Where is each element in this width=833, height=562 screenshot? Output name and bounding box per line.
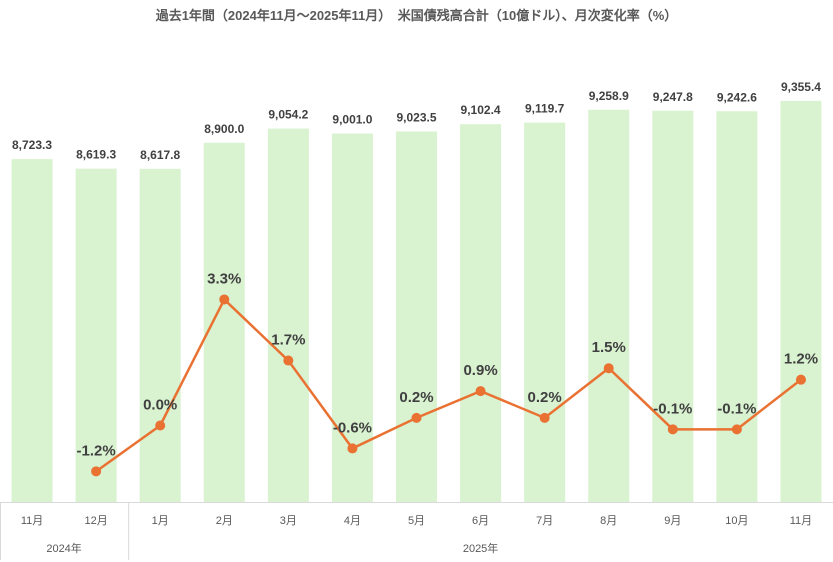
point-value-label: 1.7% — [271, 332, 305, 349]
line-point — [475, 386, 486, 397]
point-value-label: 0.0% — [143, 397, 177, 414]
line-point — [411, 412, 422, 423]
bar — [267, 128, 309, 502]
line-point — [155, 420, 166, 431]
line-point — [539, 412, 550, 423]
bar-value-label: 8,723.3 — [12, 138, 52, 152]
bar — [460, 124, 502, 503]
bar — [203, 142, 245, 502]
year-label: 2025年 — [463, 541, 498, 555]
bar-value-label: 8,900.0 — [204, 122, 244, 136]
line-point — [91, 466, 102, 477]
x-tick-label: 6月 — [472, 515, 489, 527]
bar — [11, 159, 53, 502]
line-point — [731, 424, 742, 435]
bar — [780, 100, 822, 502]
line-point — [603, 363, 614, 374]
bar-value-label: 9,258.9 — [589, 89, 629, 103]
point-value-label: 0.2% — [399, 389, 433, 406]
bar — [524, 122, 566, 503]
line-point — [219, 294, 230, 305]
bar-value-label: 9,102.4 — [461, 103, 501, 117]
x-tick-label: 11月 — [790, 515, 812, 527]
bar-value-label: 9,023.5 — [396, 110, 436, 124]
change-rate-line — [95, 297, 802, 473]
year-label: 2024年 — [46, 541, 81, 555]
point-value-label: -1.2% — [77, 442, 116, 459]
x-tick-label: 3月 — [280, 515, 297, 527]
point-value-label: 0.9% — [463, 362, 497, 379]
x-tick-label: 7月 — [536, 515, 553, 527]
x-tick-label: 5月 — [408, 515, 425, 527]
point-value-label: 1.5% — [592, 339, 626, 356]
line-point — [283, 355, 294, 366]
x-tick-label: 4月 — [344, 515, 361, 527]
bar-value-label: 9,247.8 — [653, 90, 693, 104]
point-value-label: 1.2% — [784, 351, 818, 368]
bar-value-label: 8,617.8 — [140, 148, 180, 162]
x-tick-label: 1月 — [152, 515, 169, 527]
point-value-label: -0.6% — [333, 419, 372, 436]
bar — [75, 168, 117, 502]
point-value-label: 3.3% — [207, 270, 241, 287]
line-point — [667, 424, 678, 435]
x-tick-label: 2月 — [216, 515, 233, 527]
bar — [652, 110, 694, 502]
bar-value-label: 9,242.6 — [717, 90, 757, 104]
bar-value-label: 9,054.2 — [268, 108, 308, 122]
line-point — [347, 443, 358, 454]
bar — [716, 111, 758, 503]
x-tick-label: 10月 — [725, 515, 748, 527]
bar-value-label: 9,001.0 — [332, 113, 372, 127]
point-value-label: 0.2% — [528, 389, 562, 406]
bar-value-label: 9,119.7 — [525, 102, 565, 116]
point-value-label: -0.1% — [653, 400, 692, 417]
x-tick-label: 11月 — [21, 515, 43, 527]
chart-title: 過去1年間（2024年11月～2025年11月） 米国債残高合計（10億ドル）、… — [155, 8, 678, 23]
line-point — [795, 374, 806, 385]
bar-value-label: 9,355.4 — [781, 80, 821, 94]
bar-value-label: 8,619.3 — [76, 148, 116, 162]
point-value-label: -0.1% — [717, 400, 756, 417]
x-tick-label: 8月 — [600, 515, 617, 527]
bar — [588, 109, 630, 502]
bar — [396, 131, 437, 502]
x-tick-label: 12月 — [84, 515, 107, 527]
bar — [139, 168, 181, 503]
x-tick-label: 9月 — [664, 515, 681, 527]
